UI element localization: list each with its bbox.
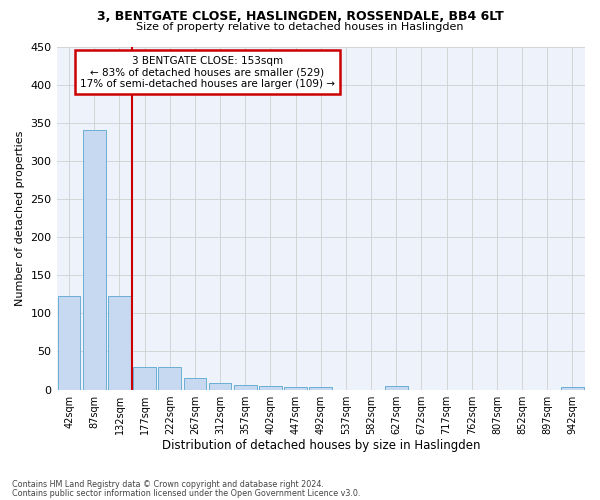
Bar: [83, 130, 106, 390]
Bar: [209, 382, 232, 390]
Bar: [385, 386, 407, 390]
Text: Contains HM Land Registry data © Crown copyright and database right 2024.: Contains HM Land Registry data © Crown c…: [12, 480, 324, 489]
Bar: [133, 366, 156, 390]
Text: 3 BENTGATE CLOSE: 153sqm
← 83% of detached houses are smaller (529)
17% of semi-: 3 BENTGATE CLOSE: 153sqm ← 83% of detach…: [80, 56, 335, 89]
Bar: [58, 296, 80, 390]
X-axis label: Distribution of detached houses by size in Haslingden: Distribution of detached houses by size …: [161, 440, 480, 452]
Y-axis label: Number of detached properties: Number of detached properties: [15, 130, 25, 306]
Bar: [284, 388, 307, 390]
Bar: [184, 378, 206, 390]
Text: 3, BENTGATE CLOSE, HASLINGDEN, ROSSENDALE, BB4 6LT: 3, BENTGATE CLOSE, HASLINGDEN, ROSSENDAL…: [97, 10, 503, 23]
Text: Contains public sector information licensed under the Open Government Licence v3: Contains public sector information licen…: [12, 490, 361, 498]
Bar: [310, 388, 332, 390]
Bar: [158, 368, 181, 390]
Bar: [234, 385, 257, 390]
Bar: [561, 386, 584, 390]
Bar: [259, 386, 282, 390]
Bar: [108, 296, 131, 390]
Text: Size of property relative to detached houses in Haslingden: Size of property relative to detached ho…: [136, 22, 464, 32]
